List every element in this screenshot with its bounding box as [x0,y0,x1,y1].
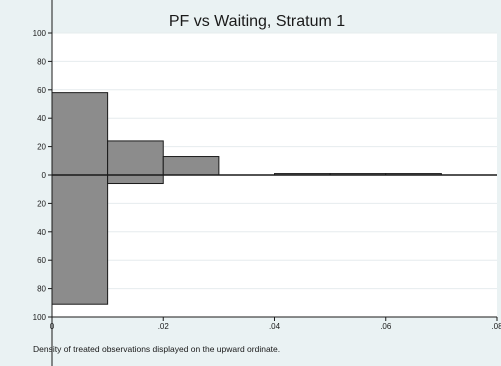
y-tick-label: 40 [37,228,46,237]
y-tick-label: 100 [33,29,47,38]
y-tick-label: 20 [37,143,46,152]
histogram-bars [51,92,497,305]
histogram-bar [107,174,164,185]
y-tick-label: 0 [42,171,47,180]
histogram-bar [51,92,109,176]
histogram-bar [51,174,109,305]
y-tick-label: 60 [37,256,46,265]
y-tick-label: 80 [37,57,46,66]
y-tick-label: 20 [37,199,46,208]
y-tick-label: 100 [33,313,47,322]
x-tick-label: 0 [50,322,55,331]
x-tick-label: .02 [158,322,170,331]
x-tick-label: .06 [380,322,392,331]
x-tick-label: .08 [491,322,501,331]
histogram-bar [107,140,164,176]
chart-note: Density of treated observations displaye… [33,344,280,354]
y-tick-label: 80 [37,285,46,294]
y-tick-label: 60 [37,86,46,95]
y-tick-label: 40 [37,114,46,123]
chart-title: PF vs Waiting, Stratum 1 [169,13,345,30]
histogram-bar [162,156,220,176]
x-tick-label: .04 [269,322,281,331]
